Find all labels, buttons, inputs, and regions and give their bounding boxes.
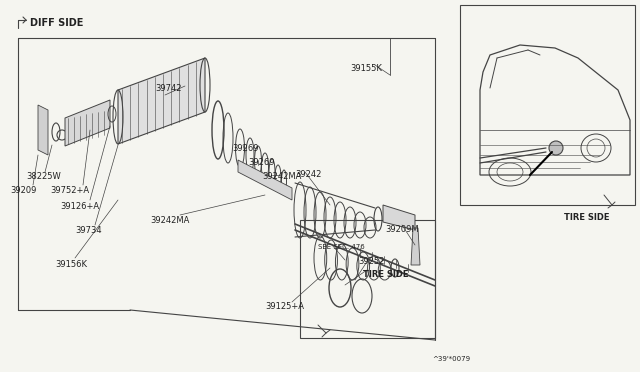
Polygon shape (383, 205, 415, 230)
Text: SEE SEC. 476: SEE SEC. 476 (318, 244, 365, 250)
Text: 39269: 39269 (248, 158, 275, 167)
Text: ^39'*0079: ^39'*0079 (432, 356, 470, 362)
Polygon shape (38, 105, 48, 155)
Text: DIFF SIDE: DIFF SIDE (30, 18, 83, 28)
Polygon shape (411, 228, 420, 265)
Text: 39742: 39742 (155, 84, 182, 93)
Text: 38225W: 38225W (26, 172, 61, 181)
Ellipse shape (549, 141, 563, 155)
Polygon shape (65, 100, 110, 146)
Text: 39156K: 39156K (55, 260, 87, 269)
Text: TIRE SIDE: TIRE SIDE (564, 213, 609, 222)
Bar (460, 5, 635, 205)
Text: 39242: 39242 (295, 170, 321, 179)
Text: 39155K: 39155K (350, 64, 382, 73)
Text: 39209M: 39209M (385, 225, 419, 234)
Text: 39269: 39269 (232, 144, 259, 153)
Text: 39734: 39734 (75, 226, 102, 235)
Bar (300, 220, 435, 338)
Text: TIRE SIDE: TIRE SIDE (363, 270, 408, 279)
Polygon shape (238, 160, 292, 200)
Text: 39242MA: 39242MA (150, 216, 189, 225)
Text: 39242MA: 39242MA (262, 172, 301, 181)
Text: 39125+A: 39125+A (265, 302, 304, 311)
Polygon shape (118, 58, 205, 144)
Text: 39209: 39209 (10, 186, 36, 195)
Text: 39252: 39252 (358, 257, 385, 266)
Text: 39126+A: 39126+A (60, 202, 99, 211)
Text: 39752+A: 39752+A (50, 186, 89, 195)
